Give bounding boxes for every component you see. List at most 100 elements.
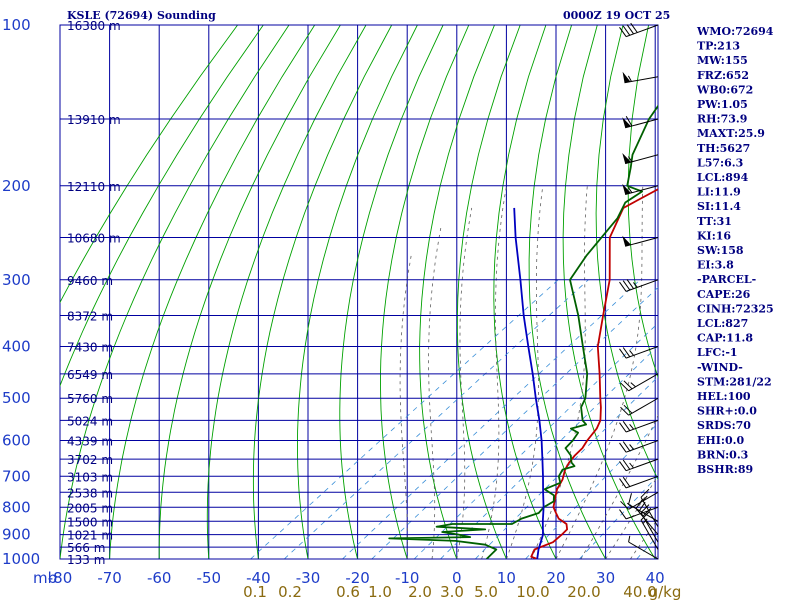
wind-barb-flag xyxy=(620,500,629,510)
index-line: L57:6.3 xyxy=(697,156,743,169)
index-line: HEL:100 xyxy=(697,390,751,403)
wind-barb-flag xyxy=(620,382,629,392)
wind-barb-flag xyxy=(640,511,650,521)
grid-layer xyxy=(59,24,800,560)
index-line: WB0:672 xyxy=(696,83,753,96)
temperature-tick-label: 30 xyxy=(596,569,615,587)
wind-barb xyxy=(619,440,659,453)
wind-barb-flag xyxy=(630,22,638,33)
wind-barb xyxy=(619,279,659,292)
wind-barb-staff xyxy=(625,506,659,520)
wind-barb-half-flag xyxy=(642,495,648,502)
wind-barb-staff xyxy=(625,475,659,489)
wind-barb-flag xyxy=(622,476,631,487)
moist-adiabat xyxy=(456,207,473,559)
moist-adiabat xyxy=(555,185,644,559)
wind-barb-flag xyxy=(626,279,635,289)
pressure-tick-label: 400 xyxy=(2,338,31,356)
dry-adiabat xyxy=(456,25,521,559)
wind-barb xyxy=(620,373,659,392)
moist-adiabat xyxy=(399,255,412,559)
wind-barb xyxy=(620,491,659,510)
wind-barb-pennant xyxy=(622,117,631,128)
wind-barb-flag xyxy=(622,459,631,470)
pressure-unit-label: mb xyxy=(33,569,57,587)
index-line: TT:31 xyxy=(697,215,732,228)
moist-adiabat xyxy=(506,185,544,559)
mixing-ratio-label: 3.0 xyxy=(440,583,464,600)
dry-adiabat xyxy=(206,25,367,559)
wind-barb-half-flag xyxy=(629,462,634,469)
index-line: STM:281/22 xyxy=(697,375,772,388)
wind-barb-flag xyxy=(619,442,627,453)
temperature-tick-label: -60 xyxy=(147,569,172,587)
wind-barb xyxy=(640,511,659,550)
wind-barb-half-flag xyxy=(642,518,648,524)
index-line: BRN:0.3 xyxy=(697,448,748,461)
height-label: 7430 m xyxy=(67,341,113,355)
height-label: 10680 m xyxy=(67,231,121,245)
wind-barb xyxy=(619,346,659,359)
wind-barb-staff xyxy=(624,76,659,84)
temperature-tick-label: 40 xyxy=(646,569,665,587)
pressure-tick-label: 700 xyxy=(2,467,31,485)
height-label: 566 m xyxy=(67,541,105,555)
temperature-tick-label: -80 xyxy=(48,569,73,587)
wind-barb xyxy=(619,506,659,520)
mixing-ratio-unit: g/kg xyxy=(649,583,682,600)
mixing-ratio-line xyxy=(440,345,658,559)
wind-barb-flag xyxy=(619,422,627,433)
wind-barb-half-flag xyxy=(627,75,632,82)
mixing-ratio-label: 0.6 xyxy=(336,583,360,600)
wind-barb-flag xyxy=(640,488,650,498)
height-label: 13910 m xyxy=(67,113,121,127)
index-line: SRDS:70 xyxy=(697,419,751,432)
index-line: PW:1.05 xyxy=(697,98,748,111)
index-line: BSHR:89 xyxy=(697,463,753,476)
dry-adiabat xyxy=(493,25,557,559)
wind-barb-half-flag xyxy=(629,423,634,430)
wind-barb-flag xyxy=(642,507,652,517)
mixing-ratio-label: 0.1 xyxy=(243,583,267,600)
wind-barb xyxy=(620,397,659,416)
mixing-ratio-line xyxy=(371,286,658,559)
mixing-ratio-line xyxy=(284,279,589,559)
temperature-tick-label: 20 xyxy=(546,569,565,587)
index-line: WMO:72694 xyxy=(696,25,774,38)
wind-barb-pennant xyxy=(622,235,631,247)
height-label: 9460 m xyxy=(67,274,113,288)
wind-barb-staff xyxy=(635,508,659,535)
wind-barb-half-flag xyxy=(629,350,634,356)
wind-barb-staff xyxy=(625,24,659,38)
pressure-tick-label: 800 xyxy=(2,498,31,516)
index-line: FRZ:652 xyxy=(697,69,749,82)
height-label: 4339 m xyxy=(67,435,113,449)
temperature-tick-label: 10 xyxy=(497,569,516,587)
wind-barb-staff xyxy=(625,440,659,453)
index-line: TH:5627 xyxy=(697,142,750,155)
wind-barb-flag xyxy=(622,421,631,431)
height-label: 2005 m xyxy=(67,501,113,515)
wind-barb xyxy=(622,115,659,129)
wind-barb-flag xyxy=(623,404,633,414)
temperature-tick-label: -40 xyxy=(246,569,271,587)
wind-barb-pennant xyxy=(622,153,631,164)
pressure-tick-label: 600 xyxy=(2,432,31,450)
wind-barb-flag xyxy=(640,504,650,514)
mixing-ratio-line xyxy=(250,279,559,559)
dry-adiabat xyxy=(528,25,606,559)
wind-barb xyxy=(622,235,659,247)
wind-barb-half-flag xyxy=(627,187,633,193)
dry-adiabat xyxy=(252,25,393,559)
height-label: 1500 m xyxy=(67,515,113,529)
temperature-tick-label: -10 xyxy=(395,569,420,587)
height-label: 5760 m xyxy=(67,392,113,406)
height-label: 5024 m xyxy=(67,414,113,428)
dry-adiabat xyxy=(775,25,800,559)
height-label: 16380 m xyxy=(67,19,121,33)
index-line: MAXT:25.9 xyxy=(697,127,765,140)
wind-barb-half-flag xyxy=(629,444,634,450)
temperature-tick-label: -50 xyxy=(197,569,222,587)
